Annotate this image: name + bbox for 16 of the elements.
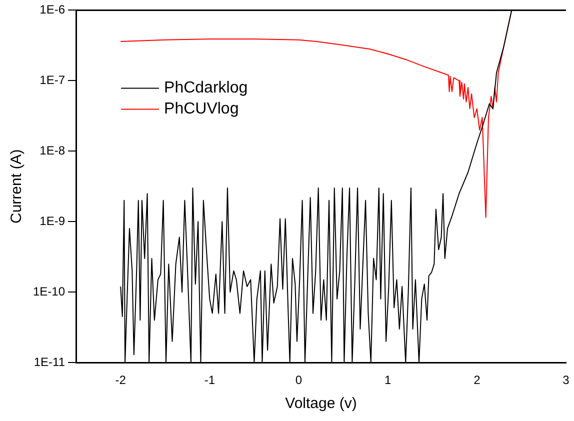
- x-tick-label: 0: [295, 373, 302, 388]
- x-tick-label: 2: [474, 373, 481, 388]
- x-tick-label: -2: [115, 373, 126, 388]
- y-axis-title: Current (A): [8, 149, 26, 224]
- x-tick-label: -1: [204, 373, 216, 388]
- x-axis-title: Voltage (v): [285, 395, 357, 412]
- y-tick-label: 1E-7: [40, 72, 66, 87]
- y-tick-label: 1E-11: [34, 354, 66, 369]
- legend-label: PhCdarklog: [164, 80, 248, 97]
- y-tick-label: 1E-8: [40, 143, 66, 158]
- y-tick-label: 1E-9: [40, 214, 66, 228]
- x-tick-label: 1: [384, 373, 392, 388]
- x-tick-label: 3: [562, 373, 570, 388]
- y-tick-label: 1E-10: [32, 284, 66, 298]
- y-tick-label: 1E-6: [40, 2, 66, 17]
- legend-label: PhCUVlog: [164, 100, 239, 118]
